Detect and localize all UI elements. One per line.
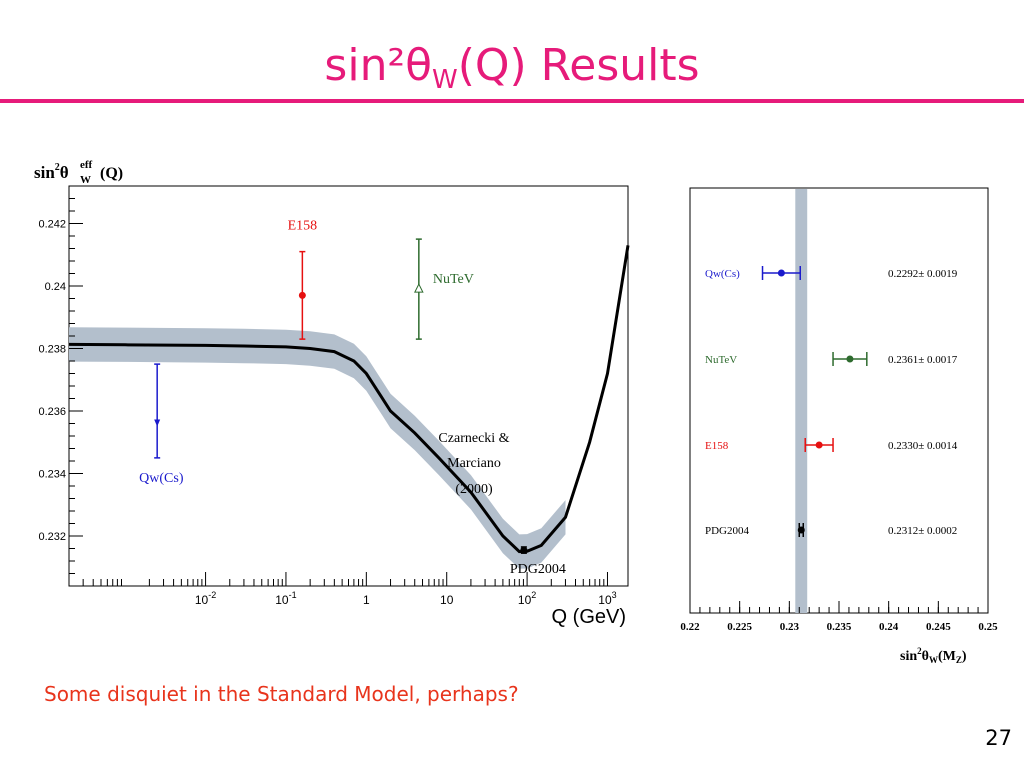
left-xtick-label: 1 (363, 593, 370, 607)
slide-subtitle: Some disquiet in the Standard Model, per… (44, 682, 519, 706)
left-ylabel-eff: eff (80, 159, 93, 171)
page-number: 27 (985, 726, 1012, 750)
qw-cs-name-label: Qw(Cs) (705, 268, 740, 280)
pdg2004-value-label: 0.2312± 0.0002 (888, 525, 957, 537)
title-prefix: sin²θ (324, 40, 433, 91)
nutev-value-label: 0.2361± 0.0017 (888, 354, 958, 366)
qw-cs-marker (154, 419, 161, 427)
theory-error-band (69, 327, 566, 569)
right-xtick-label: 0.22 (680, 621, 700, 633)
title-divider (0, 99, 1024, 103)
nutev-marker (846, 355, 854, 363)
right-plot-frame (689, 187, 989, 614)
e158-marker (298, 291, 306, 299)
pdg2004-marker (797, 526, 805, 534)
pdg2004-name-label: PDG2004 (705, 525, 750, 537)
qw-cs-value-label: 0.2292± 0.0019 (888, 268, 958, 280)
left-ytick-label: 0.236 (38, 406, 66, 418)
qw-cs-marker (777, 269, 785, 277)
right-xtick-label: 0.24 (879, 621, 899, 633)
left-xtick-label: 10-2 (195, 590, 216, 607)
left-xtick-label: 103 (598, 590, 616, 607)
curve-label-line-3: (2000) (455, 482, 493, 497)
left-ylabel-w: W (80, 174, 91, 186)
right-xtick-label: 0.23 (780, 621, 800, 633)
left-ytick-label: 0.238 (38, 344, 66, 356)
title-suffix: (Q) Results (457, 40, 700, 91)
e158-value-label: 0.2330± 0.0014 (888, 440, 958, 452)
slide-title: sin²θW(Q) Results (0, 36, 1024, 110)
left-ytick-label: 0.232 (38, 531, 66, 543)
e158-marker (815, 441, 823, 449)
left-ylabel: sin2θ (34, 162, 69, 182)
left-ytick-label: 0.24 (45, 281, 66, 293)
right-xlabel: sin2θW(MZ) (900, 646, 967, 665)
right-xtick-label: 0.225 (727, 621, 752, 633)
e158-name-label: E158 (705, 440, 729, 452)
pdg2004-label: PDG2004 (510, 562, 566, 577)
nutev-label: NuTeV (433, 272, 474, 287)
left-xtick-label: 10 (440, 593, 454, 607)
pdg-reference-band (795, 189, 808, 613)
e158-label: E158 (288, 219, 318, 234)
qw-cs-label: Qw(Cs) (139, 471, 184, 486)
curve-label-line-1: Czarnecki & (438, 431, 509, 446)
left-xtick-label: 102 (518, 590, 536, 607)
theory-curve (68, 245, 630, 554)
left-ytick-label: 0.234 (38, 469, 66, 481)
nutev-name-label: NuTeV (705, 354, 737, 366)
right-xtick-label: 0.235 (827, 621, 852, 633)
right-xtick-label: 0.25 (978, 621, 998, 633)
nutev-marker (414, 283, 424, 293)
left-xlabel: Q (GeV) (552, 606, 626, 628)
pdg2004-marker (520, 546, 528, 554)
left-xtick-label: 10-1 (275, 590, 296, 607)
right-xtick-label: 0.245 (926, 621, 951, 633)
left-ytick-label: 0.242 (38, 219, 66, 231)
left-ylabel-arg: (Q) (100, 165, 123, 182)
title-subscript: W (432, 65, 458, 95)
curve-label-line-2: Marciano (447, 456, 501, 471)
